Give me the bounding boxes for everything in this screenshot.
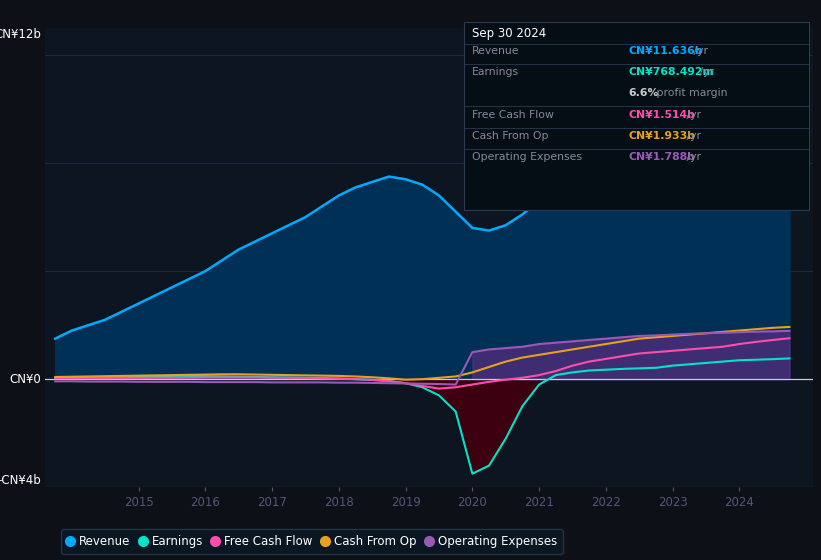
Text: Revenue: Revenue <box>472 46 520 56</box>
Text: CN¥1.514b: CN¥1.514b <box>628 110 695 120</box>
Text: CN¥12b: CN¥12b <box>0 28 41 41</box>
Text: 6.6%: 6.6% <box>628 88 658 99</box>
Text: /yr: /yr <box>690 46 708 56</box>
Text: CN¥0: CN¥0 <box>10 372 41 386</box>
Text: Sep 30 2024: Sep 30 2024 <box>472 27 546 40</box>
Text: /yr: /yr <box>683 131 701 141</box>
Text: CN¥11.636b: CN¥11.636b <box>628 46 703 56</box>
Text: /yr: /yr <box>695 67 713 77</box>
Text: Earnings: Earnings <box>472 67 519 77</box>
Text: profit margin: profit margin <box>653 88 727 99</box>
Text: Operating Expenses: Operating Expenses <box>472 152 582 162</box>
Text: Cash From Op: Cash From Op <box>472 131 548 141</box>
Text: CN¥768.492m: CN¥768.492m <box>628 67 713 77</box>
Legend: Revenue, Earnings, Free Cash Flow, Cash From Op, Operating Expenses: Revenue, Earnings, Free Cash Flow, Cash … <box>62 529 562 554</box>
Text: /yr: /yr <box>683 110 701 120</box>
Text: /yr: /yr <box>683 152 701 162</box>
Text: Free Cash Flow: Free Cash Flow <box>472 110 554 120</box>
Text: CN¥1.933b: CN¥1.933b <box>628 131 695 141</box>
Text: CN¥1.788b: CN¥1.788b <box>628 152 695 162</box>
Text: -CN¥4b: -CN¥4b <box>0 474 41 487</box>
